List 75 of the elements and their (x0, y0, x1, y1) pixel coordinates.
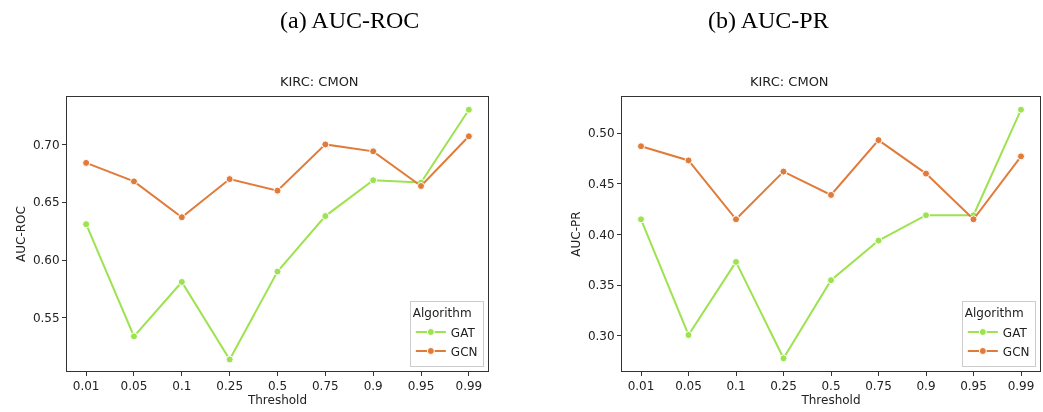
point (779, 354, 788, 363)
point (922, 211, 930, 220)
chart-title: KIRC: CMON (750, 74, 829, 89)
x-tick-label: 0.99 (455, 379, 483, 394)
y-axis-title: AUC-ROC (14, 206, 29, 262)
y-tick-label: 0.30 (587, 329, 615, 344)
legend-title: Algorithm (964, 306, 1024, 321)
point (321, 140, 330, 149)
x-tick-label: 0.75 (311, 379, 339, 394)
point (637, 215, 645, 224)
point (922, 169, 930, 178)
y-tick-label: 0.35 (587, 278, 615, 293)
chart-subtitle: (a) AUC-ROC (280, 7, 420, 33)
point (369, 147, 378, 156)
x-tick-label: 0.05 (120, 379, 148, 394)
y-tick-label: 0.65 (32, 195, 60, 210)
point (417, 182, 426, 191)
point (177, 277, 186, 286)
point (684, 330, 693, 339)
point (177, 213, 186, 222)
point (464, 105, 473, 114)
point (129, 332, 138, 341)
y-tick-label: 0.50 (587, 126, 615, 141)
point (1017, 152, 1025, 161)
point (637, 142, 645, 151)
point (129, 177, 138, 186)
x-tick-label: 0.5 (267, 379, 288, 394)
chart-subtitle: (b) AUC-PR (708, 7, 829, 33)
y-tick-label: 0.55 (32, 311, 60, 326)
point (82, 220, 91, 229)
x-tick-label: 0.5 (821, 379, 841, 394)
x-tick-label: 0.1 (172, 379, 192, 394)
point (82, 158, 91, 167)
x-tick-label: 0.95 (960, 379, 987, 394)
legend-label: GCN (1002, 344, 1030, 359)
y-tick-label: 0.40 (587, 227, 615, 242)
x-axis-title: Threshold (800, 393, 861, 408)
point (369, 176, 378, 185)
point (732, 215, 740, 224)
point (874, 236, 883, 245)
x-tick-label: 0.25 (770, 379, 797, 394)
x-tick-label: 0.05 (675, 379, 702, 394)
point (684, 156, 693, 165)
point (969, 215, 978, 224)
point (225, 355, 234, 364)
point (1017, 105, 1025, 114)
point (732, 257, 740, 266)
point (827, 276, 835, 285)
x-tick-label: 0.95 (407, 379, 435, 394)
x-tick-label: 0.9 (916, 379, 936, 394)
x-tick-label: 0.99 (1007, 379, 1035, 394)
point (225, 175, 234, 184)
point (273, 186, 282, 195)
x-tick-label: 0.75 (865, 379, 892, 394)
legend-label: GCN (450, 344, 478, 359)
point (874, 136, 883, 145)
legend-label: GAT (1002, 325, 1028, 340)
point (273, 267, 282, 276)
x-tick-label: 0.25 (216, 379, 244, 394)
chart-title: KIRC: CMON (280, 74, 359, 89)
point (321, 212, 330, 221)
x-tick-label: 0.01 (627, 379, 655, 394)
point (827, 190, 835, 199)
y-tick-label: 0.60 (32, 253, 60, 268)
y-tick-label: 0.70 (32, 137, 60, 152)
x-tick-label: 0.01 (72, 379, 100, 394)
legend-title: Algorithm (412, 306, 472, 321)
y-axis-title: AUC-PR (569, 211, 584, 257)
x-tick-label: 0.9 (363, 379, 383, 394)
point (779, 167, 788, 176)
point (464, 132, 473, 141)
x-tick-label: 0.1 (726, 379, 746, 394)
x-axis-title: Threshold (246, 393, 308, 408)
legend-label: GAT (450, 325, 476, 340)
y-tick-label: 0.45 (587, 176, 615, 191)
